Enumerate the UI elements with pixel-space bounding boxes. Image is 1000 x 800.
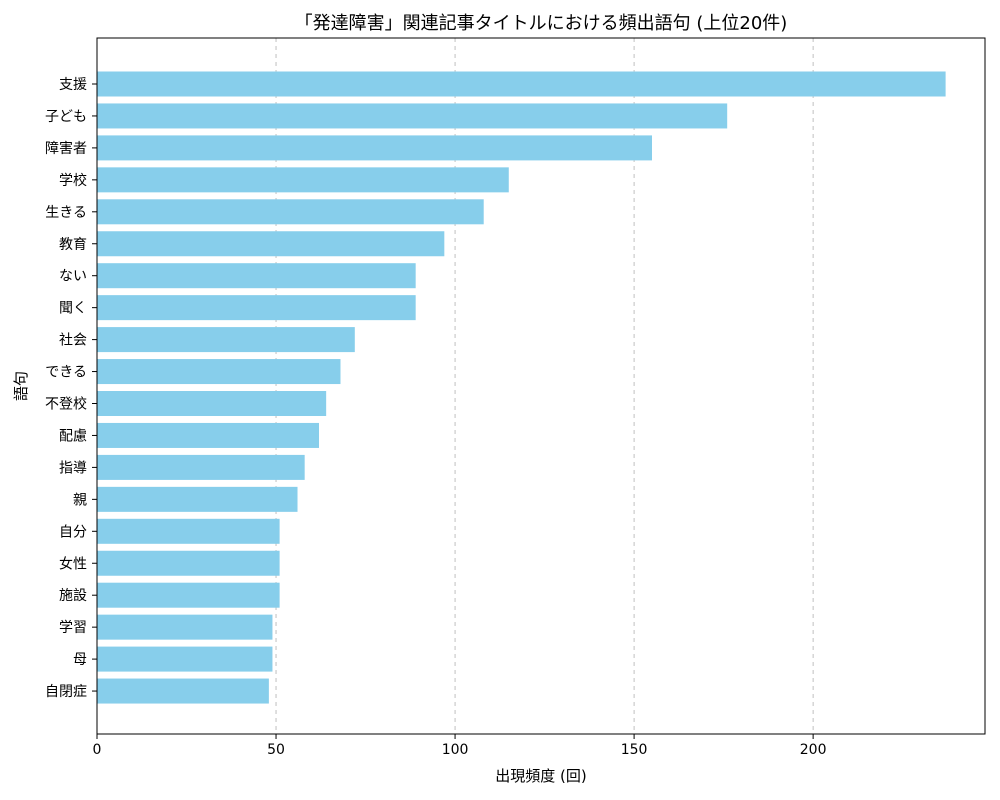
y-tick-label: 学校 bbox=[59, 172, 87, 189]
y-tick-label: 女性 bbox=[59, 555, 87, 572]
bar-6 bbox=[97, 263, 416, 289]
bar-8 bbox=[97, 327, 355, 353]
y-tick-label: 社会 bbox=[59, 333, 87, 349]
y-axis-ticks: 支援子ども障害者学校生きる教育ない聞く社会できる不登校配慮指導親自分女性施設学習… bbox=[45, 77, 97, 700]
y-tick-label: 母 bbox=[73, 652, 87, 668]
x-tick-label: 100 bbox=[442, 742, 469, 758]
y-axis-title: 語句 bbox=[12, 371, 30, 401]
bars bbox=[97, 71, 946, 704]
bar-5 bbox=[97, 231, 445, 257]
bar-19 bbox=[97, 678, 269, 704]
y-tick-label: 自分 bbox=[59, 524, 87, 540]
y-tick-label: 配慮 bbox=[59, 428, 87, 444]
bar-11 bbox=[97, 422, 319, 448]
x-axis-title: 出現頻度 (回) bbox=[495, 767, 586, 785]
bar-0 bbox=[97, 71, 946, 97]
y-tick-label: 障害者 bbox=[45, 141, 87, 157]
y-tick-label: 自閉症 bbox=[45, 684, 87, 700]
y-tick-label: 指導 bbox=[59, 460, 87, 476]
bar-12 bbox=[97, 454, 305, 480]
y-tick-label: 親 bbox=[73, 492, 87, 508]
bar-10 bbox=[97, 391, 327, 416]
bar-3 bbox=[97, 167, 509, 193]
plot-frame bbox=[96, 37, 986, 735]
bar-4 bbox=[97, 199, 484, 225]
y-tick-label: 生きる bbox=[45, 205, 87, 221]
bar-17 bbox=[97, 614, 273, 640]
bar-2 bbox=[97, 135, 652, 161]
bar-9 bbox=[97, 359, 341, 385]
bar-15 bbox=[97, 550, 280, 576]
bar-14 bbox=[97, 518, 280, 544]
y-tick-label: 学習 bbox=[59, 620, 87, 636]
chart-title: 「発達障害」関連記事タイトルにおける頻出語句 (上位20件) bbox=[295, 13, 788, 34]
bar-1 bbox=[97, 103, 728, 129]
x-axis-ticks: 0 50 100 150 200 bbox=[93, 734, 827, 758]
bar-7 bbox=[97, 295, 416, 321]
y-tick-label: ない bbox=[59, 269, 87, 285]
x-tick-label: 0 bbox=[93, 742, 102, 758]
y-tick-label: できる bbox=[45, 365, 87, 381]
x-tick-label: 150 bbox=[621, 742, 648, 758]
y-tick-label: 子ども bbox=[45, 109, 87, 125]
bar-18 bbox=[97, 646, 273, 672]
bar-13 bbox=[97, 486, 298, 512]
y-tick-label: 聞く bbox=[59, 301, 87, 317]
y-tick-label: 施設 bbox=[59, 588, 87, 604]
x-tick-label: 200 bbox=[800, 742, 827, 758]
y-tick-label: 教育 bbox=[59, 237, 87, 253]
y-tick-label: 支援 bbox=[59, 77, 87, 93]
bar-16 bbox=[97, 582, 280, 608]
x-tick-label: 50 bbox=[267, 742, 285, 758]
y-tick-label: 不登校 bbox=[45, 396, 87, 413]
